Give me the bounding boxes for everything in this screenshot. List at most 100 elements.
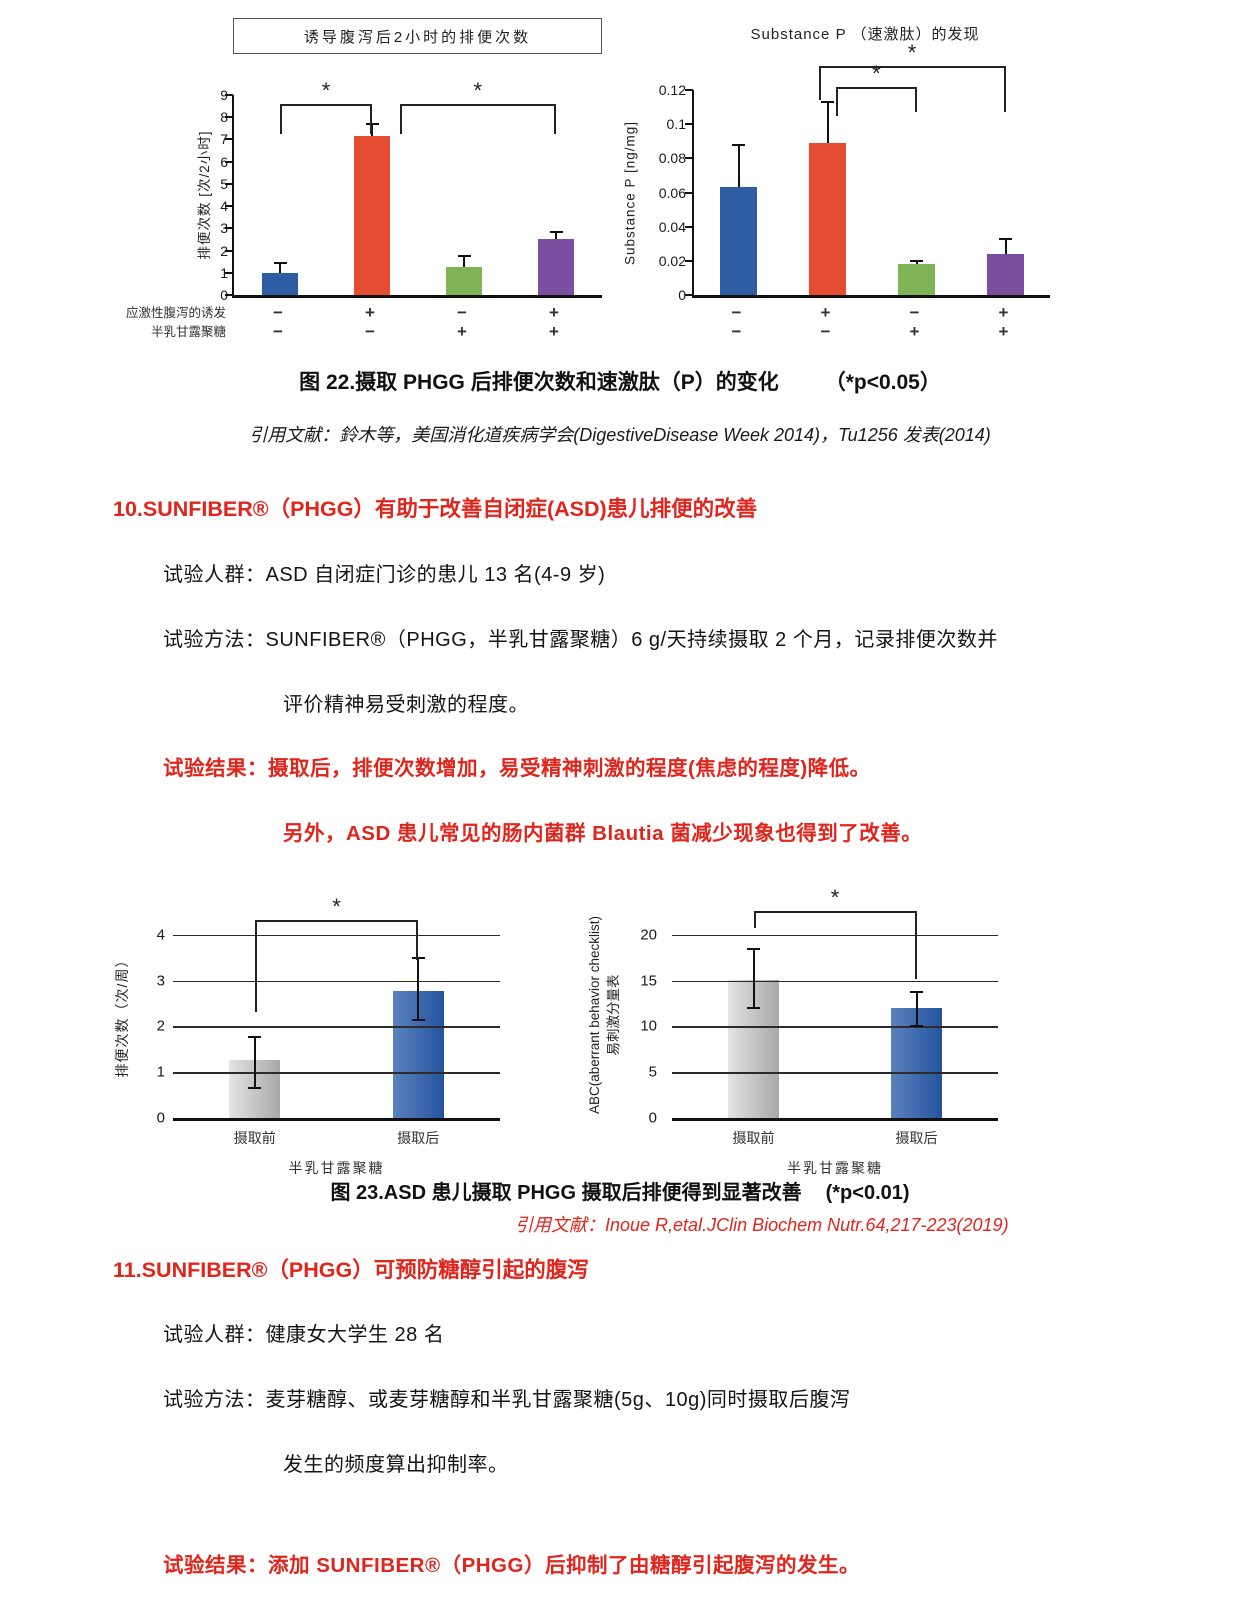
error-bar	[915, 260, 918, 265]
sig-bracket-arm	[416, 920, 419, 961]
chart-substance-p: Substance P （速激肽）的发现 Substance P [ng/mg]…	[610, 15, 1080, 365]
figure23-citation: 引用文献：Inoue R,etal.JClin Biochem Nutr.64,…	[515, 1215, 1009, 1235]
x-row-labels: 应激性腹泻的诱发 半乳甘露聚糖	[100, 304, 226, 342]
y-tick-label: 4	[156, 926, 165, 944]
y-tick-label: 0	[648, 1109, 657, 1127]
error-bar	[915, 991, 918, 1027]
y-axis: 0 1 2 3 4	[125, 912, 165, 1126]
y-tick-label: 0	[678, 287, 686, 303]
y-tick-mark	[225, 205, 233, 208]
y-tick-label: 15	[640, 972, 657, 990]
x-sign-label: −	[457, 303, 467, 322]
y-tick-label: 20	[640, 926, 657, 944]
gridline	[173, 1026, 500, 1028]
y-tick-label: 10	[640, 1017, 657, 1035]
sig-star: *	[872, 60, 881, 86]
y-tick-mark	[685, 157, 693, 160]
y-tick-label: 0.08	[658, 150, 686, 167]
sig-bracket	[254, 920, 419, 923]
bar	[261, 272, 299, 295]
sig-star: *	[830, 885, 840, 911]
error-bar	[826, 101, 829, 143]
y-tick-mark	[225, 182, 233, 185]
y-tick-mark	[225, 94, 233, 96]
sig-bracket-arm	[254, 920, 257, 1012]
x-sign-label: −	[731, 322, 742, 341]
x-sign-label: −	[273, 303, 283, 322]
figure22-caption-note: （*p<0.05）	[824, 371, 941, 394]
x-sign-label: +	[549, 303, 559, 322]
sig-star: *	[473, 77, 483, 103]
error-bar	[1004, 238, 1007, 254]
sig-bracket	[753, 911, 917, 914]
section11-result: 试验结果：添加 SUNFIBER®（PHGG）后抑制了由糖醇引起腹泻的发生。	[163, 1554, 860, 1577]
x-sign-label: −	[909, 303, 920, 322]
error-bar-cap-bottom	[248, 1086, 262, 1089]
y-tick-label: 0	[156, 1109, 165, 1127]
sig-bracket-arm	[280, 103, 282, 134]
bar	[445, 267, 483, 295]
bar	[986, 254, 1025, 295]
y-tick-mark	[225, 249, 233, 252]
chart-asd-abc-score: ABC(aberrant behavior checklist) 易刺激分量表 …	[560, 870, 1140, 1176]
sig-bracket-arm	[914, 86, 917, 113]
figure23-caption-note: (*p<0.01)	[825, 1182, 910, 1204]
bar	[353, 136, 391, 295]
sig-star: *	[907, 40, 917, 66]
sig-bracket	[818, 66, 1006, 69]
sig-bracket-arm	[1003, 66, 1006, 113]
error-bar	[737, 144, 740, 188]
gridline	[672, 1072, 998, 1074]
y-tick-label: 2	[156, 1017, 165, 1035]
figure22-caption: 图 22.摄取 PHGG 后排便次数和速激肽（P）的变化 （*p<0.05）	[0, 366, 1240, 396]
error-bar-cap-top	[732, 143, 745, 146]
x-axis: 摄取前 摄取后	[173, 1126, 500, 1150]
x-sign-label: +	[365, 303, 375, 322]
gridline	[672, 980, 998, 983]
error-bar-cap-top	[821, 100, 834, 103]
chart-title-box: 诱导腹泻后2小时的排便次数	[233, 18, 602, 54]
x-sign-label: −	[731, 303, 742, 322]
y-tick-label: 0.06	[658, 184, 686, 201]
y-tick-label: 1	[156, 1063, 165, 1081]
section10-population: 试验人群：ASD 自闭症门诊的患儿 13 名(4-9 岁)	[163, 564, 606, 586]
gridline	[173, 980, 500, 983]
sig-bracket-arm	[554, 103, 556, 134]
row-label-galactomannan: 半乳甘露聚糖	[150, 325, 226, 339]
error-bar-cap-top	[457, 255, 471, 258]
x-axis: 摄取前 摄取后	[672, 1126, 998, 1150]
y-tick-label: 0	[220, 287, 228, 303]
sig-bracket-arm	[836, 86, 839, 116]
y-tick-label: 8	[220, 109, 228, 125]
section10-method-cont: 评价精神易受刺激的程度。	[283, 694, 529, 716]
section11-method: 试验方法：麦芽糖醇、或麦芽糖醇和半乳甘露聚糖(5g、10g)同时摄取后腹泻	[163, 1389, 851, 1411]
y-tick-label: 2	[220, 243, 228, 259]
x-sign-label: +	[457, 322, 467, 341]
error-bar-cap-bottom	[411, 1019, 425, 1022]
sig-bracket-arm	[399, 103, 402, 134]
error-bar-cap-top	[549, 230, 563, 233]
x-sign-label: −	[365, 322, 375, 341]
figure23-caption-text: 图 23.ASD 患儿摄取 PHGG 摄取后排便得到显著改善	[330, 1182, 802, 1204]
y-axis: 0 0.02 0.04 0.06 0.08 0.1 0.12	[638, 82, 686, 303]
error-bar-cap-top	[910, 259, 923, 262]
error-bar-cap-top	[365, 122, 379, 125]
gridline	[672, 1026, 998, 1028]
y-tick-label: 3	[220, 220, 228, 236]
error-bar-cap-top	[747, 947, 760, 950]
plot-area: *	[173, 894, 500, 1121]
x-sign-label: +	[820, 303, 831, 322]
y-tick-mark	[685, 259, 693, 262]
y-tick-mark	[225, 160, 233, 163]
error-bar-cap-bottom	[910, 1025, 923, 1028]
error-bar	[417, 957, 420, 1021]
section10-method: 试验方法：SUNFIBER®（PHGG，半乳甘露聚糖）6 g/天持续摄取 2 个…	[163, 629, 998, 651]
y-axis: 0 5 10 15 20	[612, 912, 657, 1126]
y-tick-label: 0.04	[658, 218, 686, 235]
y-axis-label: Substance P [ng/mg]	[622, 120, 638, 266]
x-axis-label-galactomannan: 半乳甘露聚糖	[288, 1160, 385, 1176]
row-label-diarrhea-induction: 应激性腹泻的诱发	[125, 306, 226, 320]
section11-method-cont: 发生的频度算出抑制率。	[283, 1454, 509, 1476]
y-tick-mark	[225, 138, 233, 141]
